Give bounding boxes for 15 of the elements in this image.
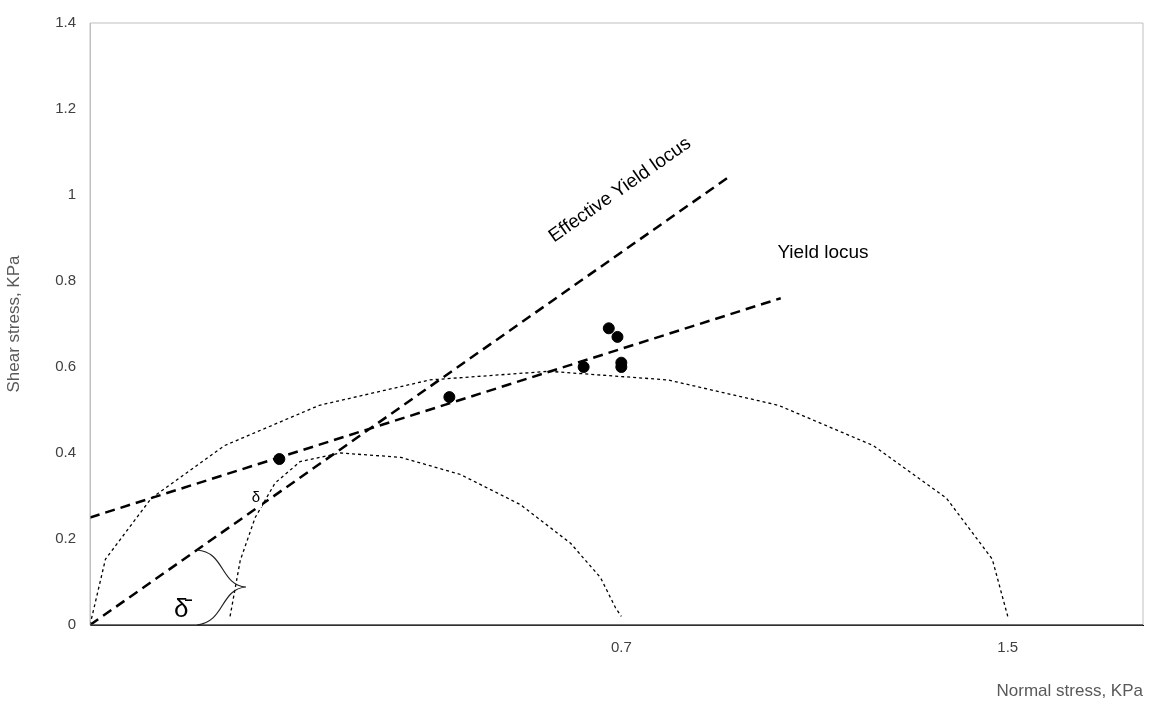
y-tick-label: 0.2 (55, 529, 76, 547)
x-axis-title: Normal stress, KPa (996, 681, 1144, 701)
y-tick-label: 0.4 (55, 443, 76, 461)
y-tick-label: 0.8 (55, 271, 76, 289)
y-tick-label: 0.6 (55, 357, 76, 375)
x-tick-label: 1.5 (997, 638, 1019, 656)
y-axis-title: Shear stress, KPa (3, 254, 23, 393)
annotation: δ̄ (173, 592, 193, 623)
x-tick-label: 0.7 (610, 638, 632, 656)
y-tick-label: 1.2 (55, 99, 76, 117)
y-tick-label: 1.4 (55, 13, 76, 31)
annotation: δ (251, 488, 261, 506)
annotation: Yield locus (777, 241, 869, 263)
y-tick-label: 1 (67, 185, 76, 203)
y-tick-label: 0 (67, 615, 76, 633)
